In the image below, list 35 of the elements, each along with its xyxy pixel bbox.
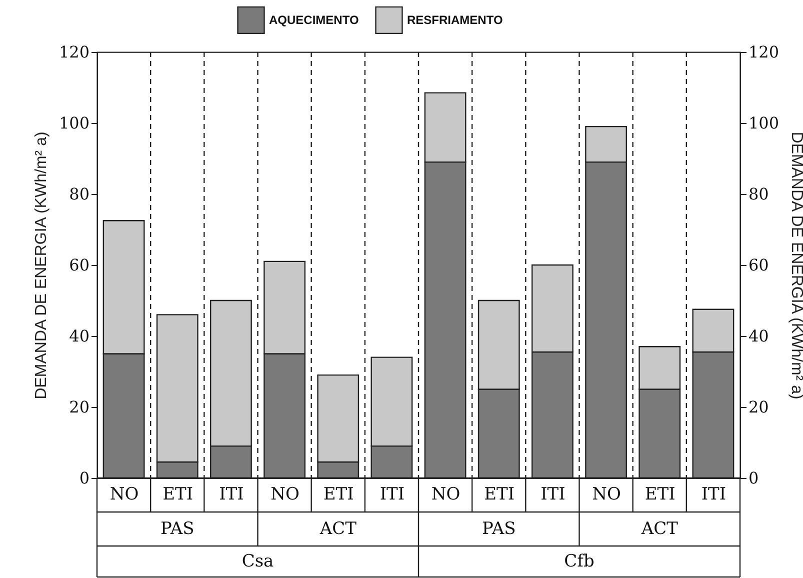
y-tick-label: 100 xyxy=(58,114,90,132)
y2-tick-label: 20 xyxy=(748,398,769,416)
x-tick-label: ETI xyxy=(484,484,515,504)
text: PAS xyxy=(160,519,194,539)
y-tick-label: 60 xyxy=(69,256,90,274)
x-tick-label: NO xyxy=(592,484,621,504)
x-tick-label: NO xyxy=(110,484,139,504)
x-tick-label: ITI xyxy=(540,484,566,504)
legend-label: AQUECIMENTO xyxy=(269,13,359,28)
y2-tick-label: 60 xyxy=(748,256,769,274)
y2-tick-label: 40 xyxy=(748,326,769,346)
text: Csa xyxy=(242,552,274,572)
y-axis-title: DEMANDA DE ENERGIA (KWh/m² a) xyxy=(32,132,50,400)
x-tick-label: NO xyxy=(431,484,460,504)
y2-tick-label: 100 xyxy=(748,114,780,132)
y2-tick-label: 120 xyxy=(748,42,780,62)
y2-tick-label: 80 xyxy=(748,184,769,204)
y-tick-label: 120 xyxy=(58,42,90,62)
legend-label: RESFRIAMENTO xyxy=(407,13,503,28)
y-tick-label: 0 xyxy=(79,468,90,488)
x-tick-label: ETI xyxy=(644,484,676,504)
x-tick-label: ITI xyxy=(219,484,244,504)
y-tick-label: 20 xyxy=(69,398,90,416)
y-tick-label: 40 xyxy=(69,326,90,346)
y2-tick-label: 0 xyxy=(748,468,759,488)
text: ACT xyxy=(640,519,679,539)
text: ACT xyxy=(318,519,358,539)
text: PAS xyxy=(482,519,516,539)
x-tick-label: ITI xyxy=(380,484,405,504)
x-tick-label: NO xyxy=(270,484,300,504)
x-tick-label: ETI xyxy=(323,484,354,504)
x-tick-label: ITI xyxy=(701,484,726,504)
text: Cfb xyxy=(564,552,594,572)
y-tick-label: 80 xyxy=(69,184,90,204)
x-tick-label: ETI xyxy=(162,484,194,504)
